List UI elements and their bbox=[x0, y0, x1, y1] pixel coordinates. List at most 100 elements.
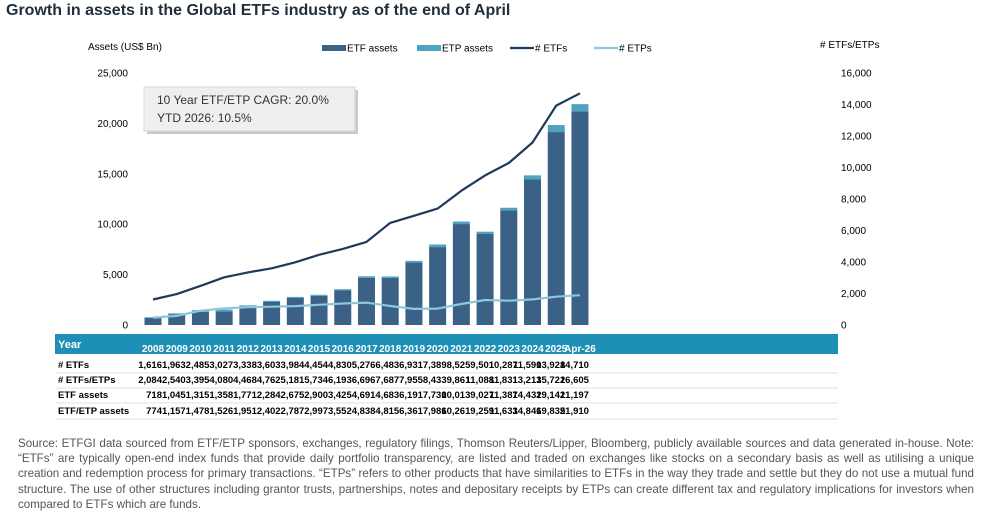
table-cell: 2,485 bbox=[186, 360, 210, 371]
table-cell: 8,525 bbox=[447, 360, 471, 371]
table-cell: 10,287 bbox=[489, 360, 518, 371]
bar-etp-assets bbox=[500, 207, 518, 211]
bar-etp-assets bbox=[286, 296, 304, 299]
table-year-label: 2014 bbox=[284, 344, 307, 355]
bar-etp-assets bbox=[571, 104, 589, 112]
table-cell: 3,395 bbox=[186, 375, 210, 386]
table-cell: 2,997 bbox=[304, 406, 328, 417]
bar-etf-assets bbox=[144, 317, 162, 325]
table-cell: 1,358 bbox=[209, 390, 233, 401]
table-cell: 21,197 bbox=[560, 390, 589, 401]
table-cell: 14,846 bbox=[512, 406, 541, 417]
bar-etf-assets bbox=[357, 277, 375, 325]
table-cell: 4,762 bbox=[257, 375, 281, 386]
table-year-label: 2025 bbox=[545, 344, 568, 355]
table-year-label: 2023 bbox=[498, 344, 521, 355]
bar-etf-assets bbox=[334, 290, 352, 325]
table-cell: 7,955 bbox=[399, 375, 423, 386]
legend-label: # ETPs bbox=[619, 44, 652, 55]
cagr-annotation: 10 Year ETF/ETP CAGR: 20.0% YTD 2026: 10… bbox=[143, 86, 358, 134]
table-cell: 5,734 bbox=[304, 375, 328, 386]
right-tick-label: 10,000 bbox=[841, 163, 872, 174]
table-year-label: 2021 bbox=[450, 344, 473, 355]
table-cell: 11,831 bbox=[489, 375, 518, 386]
right-tick-label: 2,000 bbox=[841, 289, 866, 300]
table-cell: 1,951 bbox=[233, 406, 257, 417]
left-axis-ticks: 0 5,000 10,000 15,000 20,000 25,000 bbox=[97, 69, 128, 332]
table-cell: 2,900 bbox=[304, 390, 328, 401]
bar-series bbox=[144, 104, 589, 325]
source-footnote: Source: ETFGI data sourced from ETF/ETP … bbox=[18, 437, 974, 511]
annotation-line-cagr: 10 Year ETF/ETP CAGR: 20.0% bbox=[157, 93, 329, 107]
table-cell: 4,815 bbox=[375, 406, 399, 417]
table-cell: 9,259 bbox=[470, 406, 494, 417]
table-cell: 4,691 bbox=[352, 390, 376, 401]
table-cell: 13,213 bbox=[512, 375, 541, 386]
right-tick-label: 6,000 bbox=[841, 226, 866, 237]
left-tick-label: 25,000 bbox=[97, 69, 128, 80]
table-cell: 4,454 bbox=[304, 360, 328, 371]
table-cell: 10,013 bbox=[441, 390, 470, 401]
table-cell: 4,468 bbox=[233, 375, 257, 386]
table-year-label: 2010 bbox=[189, 344, 212, 355]
bar-etf-assets bbox=[524, 179, 542, 325]
legend-label: # ETFs bbox=[535, 44, 567, 55]
table-cell: 3,338 bbox=[233, 360, 257, 371]
left-tick-label: 5,000 bbox=[103, 270, 128, 281]
table-year-label: 2016 bbox=[332, 344, 355, 355]
table-cell: 13,928 bbox=[536, 360, 565, 371]
table-year-label: 2019 bbox=[403, 344, 426, 355]
legend-label: ETF assets bbox=[347, 44, 398, 55]
legend-swatch bbox=[322, 45, 346, 51]
bar-etf-assets bbox=[286, 298, 304, 325]
table-cell: 1,315 bbox=[186, 390, 210, 401]
table-cell: 3,552 bbox=[328, 406, 352, 417]
table-year-label: 2020 bbox=[427, 344, 450, 355]
table-cell: 4,830 bbox=[328, 360, 352, 371]
table-cell: 3,027 bbox=[209, 360, 233, 371]
bar-etf-assets bbox=[547, 132, 565, 325]
right-axis-label: # ETFs/ETPs bbox=[820, 40, 879, 51]
right-tick-label: 12,000 bbox=[841, 132, 872, 143]
table-cell: 7,730 bbox=[423, 390, 447, 401]
table-cell: 1,771 bbox=[233, 390, 257, 401]
table-cell: 4,080 bbox=[209, 375, 233, 386]
bar-etp-assets bbox=[168, 313, 186, 315]
line-num-etfs bbox=[152, 92, 581, 301]
bar-etf-assets bbox=[239, 307, 257, 325]
chart-title: Growth in assets in the Global ETFs indu… bbox=[6, 2, 511, 19]
bar-etp-assets bbox=[357, 276, 375, 278]
table-cell: 718 bbox=[146, 390, 162, 401]
table-cell: 6,931 bbox=[399, 360, 423, 371]
table-cell: 11,387 bbox=[489, 390, 518, 401]
table-cell: 14,710 bbox=[560, 360, 589, 371]
table-year-label: 2009 bbox=[166, 344, 189, 355]
bar-etf-assets bbox=[405, 262, 423, 325]
bar-etf-assets bbox=[500, 210, 518, 325]
table-year-label: 2024 bbox=[521, 344, 544, 355]
table-cell: 2,284 bbox=[257, 390, 281, 401]
annotation-box bbox=[143, 86, 356, 132]
table-year-label: 2011 bbox=[213, 344, 235, 355]
table-cell: 2,675 bbox=[281, 390, 305, 401]
bar-etp-assets bbox=[524, 175, 542, 180]
table-cell: 5,276 bbox=[352, 360, 376, 371]
table-cell: 1,045 bbox=[162, 390, 186, 401]
table-year-label: 2015 bbox=[308, 344, 331, 355]
table-cell: 9,027 bbox=[470, 390, 494, 401]
left-tick-label: 10,000 bbox=[97, 220, 128, 231]
right-tick-label: 4,000 bbox=[841, 258, 866, 269]
table-cell: 9,501 bbox=[470, 360, 494, 371]
table-cell: 7,986 bbox=[423, 406, 447, 417]
bar-etp-assets bbox=[405, 260, 423, 263]
bar-etp-assets bbox=[452, 221, 470, 225]
left-tick-label: 0 bbox=[122, 321, 128, 332]
bar-etf-assets bbox=[215, 311, 233, 325]
table-year-label: 2022 bbox=[474, 344, 497, 355]
table-cell: 6,696 bbox=[352, 375, 376, 386]
table-cell: 16,605 bbox=[560, 375, 590, 386]
table-cell: 5,181 bbox=[281, 375, 305, 386]
bar-etf-assets bbox=[452, 224, 470, 325]
table-cell: 14,432 bbox=[512, 390, 541, 401]
bar-etp-assets bbox=[476, 231, 494, 235]
